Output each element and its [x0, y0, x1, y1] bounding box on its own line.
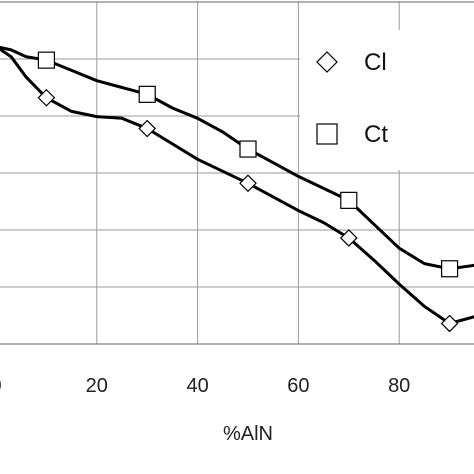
- series-line-ct: [0, 45, 474, 271]
- legend-marker-cl: [316, 51, 338, 73]
- legend-background: [300, 30, 474, 170]
- series-line-cl: [0, 47, 474, 325]
- data-point-ct: [340, 191, 358, 209]
- x-tick-label: 80: [388, 375, 410, 397]
- x-tick-label: 0: [0, 375, 2, 397]
- legend-label-cl: Cl: [364, 49, 387, 76]
- data-point-cl: [138, 119, 157, 138]
- x-axis-ticks: 0 20 40 60 80: [0, 375, 410, 397]
- series-layer: [0, 45, 474, 333]
- x-axis-title: %AlN: [223, 423, 273, 445]
- data-point-ct: [239, 140, 257, 158]
- x-tick-label: 20: [86, 375, 108, 397]
- data-point-cl: [239, 174, 257, 193]
- data-point-cl: [339, 229, 358, 247]
- legend-marker-ct: [316, 123, 338, 145]
- data-point-cl: [37, 88, 56, 107]
- data-point-cl: [440, 314, 459, 333]
- legend-label-ct: Ct: [364, 121, 388, 148]
- series-cl: [0, 47, 474, 333]
- series-ct: [0, 45, 474, 278]
- data-point-ct: [37, 51, 56, 69]
- plot-frame: [0, 1, 474, 345]
- x-tick-label: 60: [287, 375, 309, 397]
- data-point-ct: [138, 85, 156, 103]
- data-point-ct: [441, 260, 459, 278]
- legend: Cl Ct: [300, 30, 474, 170]
- x-tick-label: 40: [186, 375, 208, 397]
